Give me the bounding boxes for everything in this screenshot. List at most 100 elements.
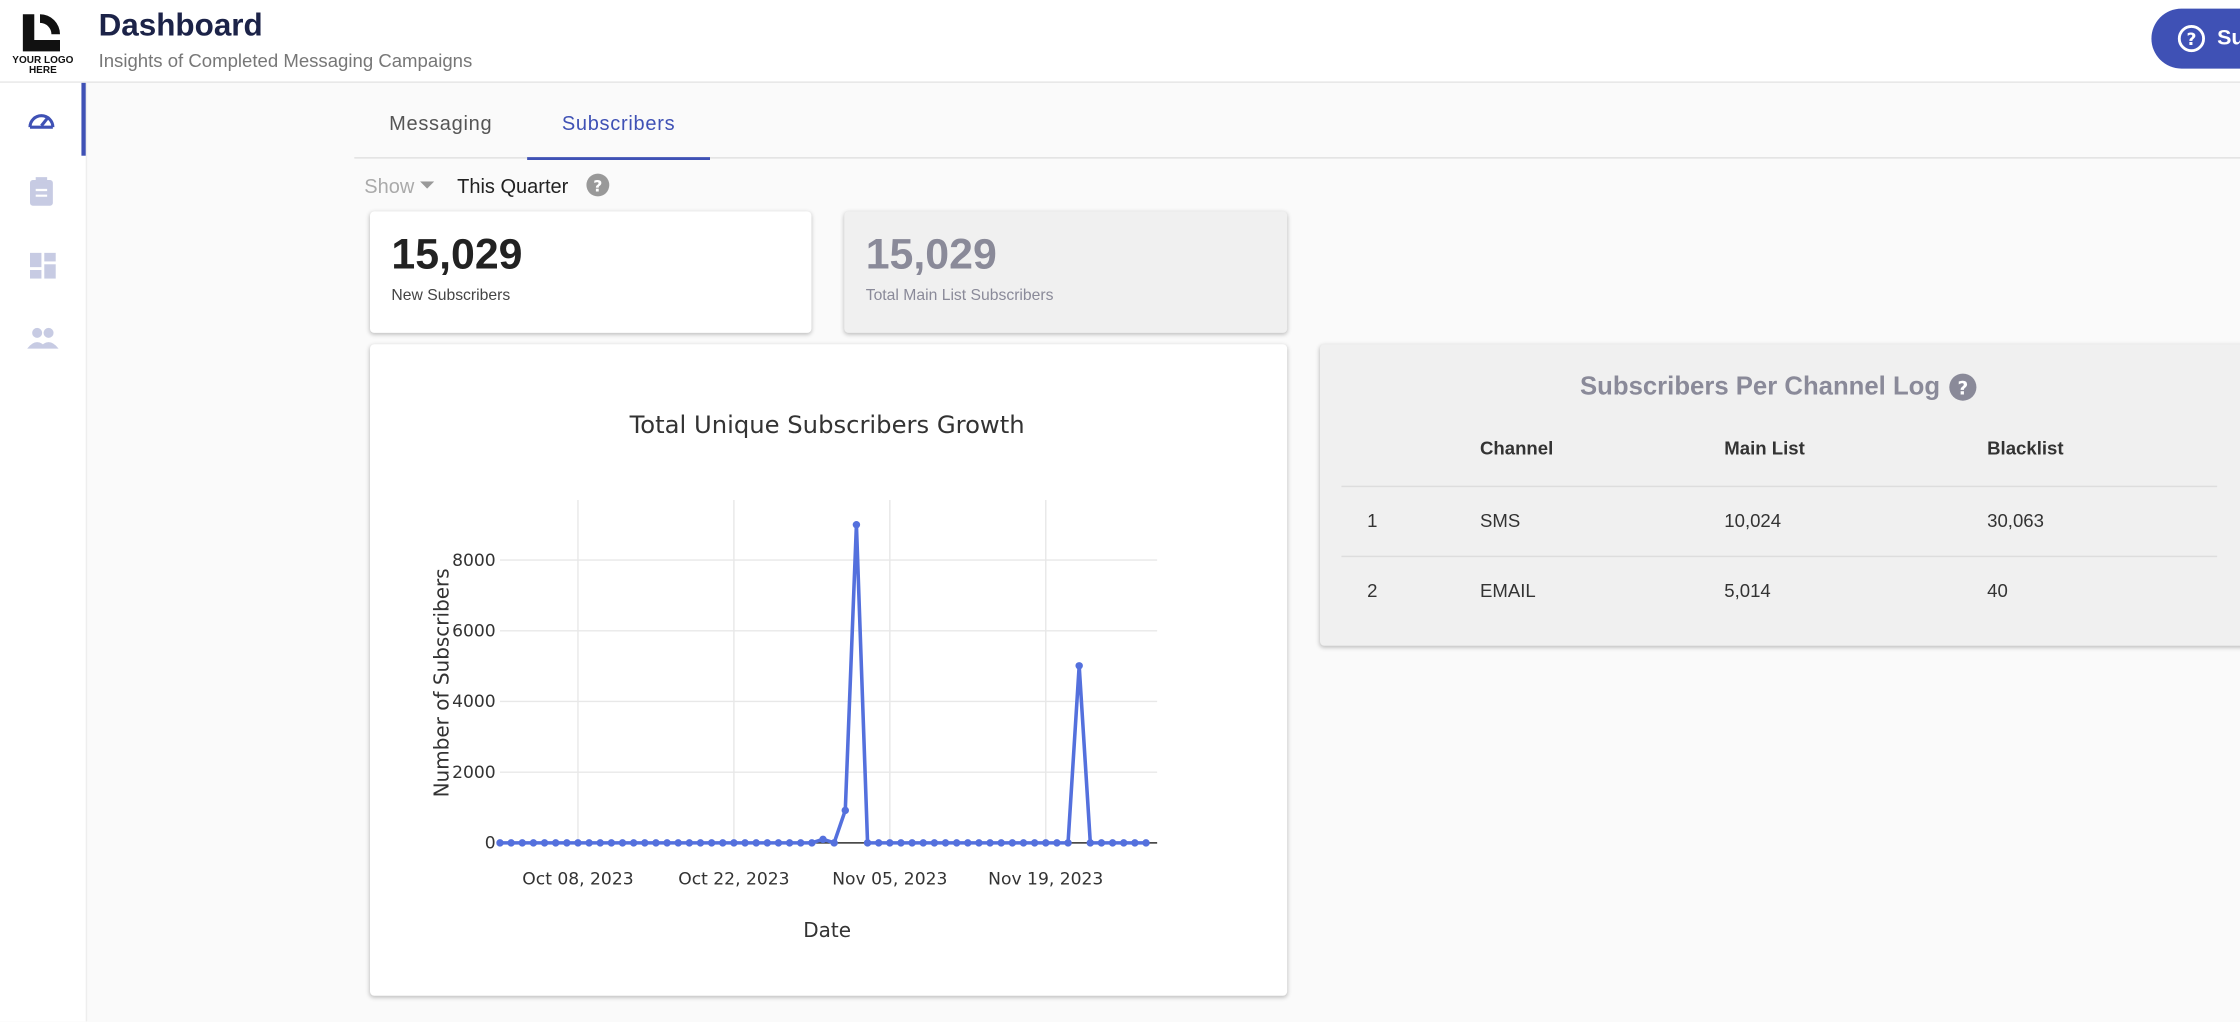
point <box>863 839 872 847</box>
nav-reports[interactable] <box>29 176 58 207</box>
filter-value[interactable]: This Quarter <box>457 174 569 198</box>
svg-text:?: ? <box>2186 30 2196 50</box>
stat-label: Total Main List Subscribers <box>865 287 1054 305</box>
point <box>707 839 716 847</box>
point <box>719 839 727 847</box>
point <box>808 839 816 847</box>
table-card: Subscribers Per Channel Log ? Channel Mai… <box>1319 344 2240 646</box>
point <box>774 839 783 847</box>
point <box>997 839 1005 847</box>
point <box>563 839 571 847</box>
y-tick-label: 4000 <box>452 692 496 712</box>
point <box>507 839 515 847</box>
stat-label: New Subscribers <box>391 287 511 305</box>
row-divider <box>1341 555 2218 558</box>
row-divider <box>1341 485 2218 488</box>
logo-text: YOUR LOGO HERE <box>12 55 74 76</box>
point <box>763 839 772 847</box>
point <box>797 839 805 847</box>
table-cell: 5,014 <box>1724 579 1771 602</box>
info-icon[interactable]: ? <box>1949 373 1978 402</box>
stat-value: 15,029 <box>865 231 997 279</box>
y-tick-label: 0 <box>485 834 496 854</box>
point <box>518 839 526 847</box>
x-tick-label: Nov 05, 2023 <box>832 869 947 889</box>
active-indicator <box>81 82 86 156</box>
stat-value: 15,029 <box>391 231 523 279</box>
filter-label[interactable]: Show <box>364 174 415 198</box>
point <box>752 839 760 847</box>
tab[interactable]: Messaging <box>389 111 493 135</box>
page-subtitle: Insights of Completed Messaging Campaign… <box>98 49 473 72</box>
x-tick-label: Oct 08, 2023 <box>522 869 633 889</box>
point <box>964 839 972 847</box>
column-header: Blacklist <box>1987 437 2064 459</box>
point <box>908 839 916 847</box>
page-title: Dashboard <box>98 7 263 43</box>
chart: Total Unique Subscribers Growth Date Num… <box>430 410 1158 942</box>
point <box>830 839 838 847</box>
point <box>930 839 939 847</box>
table-cell: 30,063 <box>1987 509 2044 532</box>
table-title: Subscribers Per Channel Log <box>1579 371 1941 400</box>
point <box>1042 839 1050 847</box>
point <box>1120 839 1128 847</box>
x-tick-label: Nov 19, 2023 <box>988 869 1103 889</box>
point <box>1075 662 1083 670</box>
point <box>596 839 604 847</box>
point <box>551 839 560 847</box>
y-tick-label: 2000 <box>452 763 496 783</box>
table-cell: 2 <box>1367 579 1378 602</box>
x-tick-label: Oct 22, 2023 <box>678 869 789 889</box>
sidebar <box>0 82 88 1022</box>
point <box>986 839 994 847</box>
top-bar: YOUR LOGO HERE Dashboard Insights of Com… <box>0 0 2240 83</box>
point <box>886 839 894 847</box>
point <box>696 839 705 847</box>
dropdown-arrow <box>419 181 435 189</box>
svg-text:?: ? <box>593 176 602 195</box>
point <box>941 839 950 847</box>
chart-card: Total Unique Subscribers Growth Date Num… <box>369 344 1288 996</box>
point <box>618 839 627 847</box>
tab-divider <box>354 157 2240 159</box>
point <box>1086 839 1095 847</box>
point <box>641 839 649 847</box>
point <box>819 835 827 844</box>
column-header: Channel <box>1479 437 1554 459</box>
point <box>897 839 905 847</box>
point <box>1064 839 1072 847</box>
point <box>1097 839 1106 847</box>
point <box>919 839 927 847</box>
help-button[interactable]: ? Su <box>2151 8 2240 69</box>
table-cell: 10,024 <box>1724 509 1782 532</box>
info-icon[interactable]: ? <box>586 173 610 197</box>
table-cell: SMS <box>1479 509 1521 532</box>
nav-users[interactable] <box>27 326 59 352</box>
x-axis-label: Date <box>803 918 851 942</box>
point <box>1131 839 1139 847</box>
point <box>785 839 794 847</box>
nav-dashboard[interactable] <box>26 106 57 137</box>
point <box>841 806 849 815</box>
point <box>652 839 660 847</box>
logo <box>22 14 60 52</box>
point <box>585 839 593 847</box>
point <box>952 839 961 847</box>
point <box>730 839 738 847</box>
point <box>685 839 694 847</box>
point <box>1142 839 1150 847</box>
point <box>540 839 549 847</box>
svg-text:?: ? <box>1957 378 1968 399</box>
help-icon: ? <box>2177 24 2205 53</box>
stat-card: 15,029 New Subscribers <box>369 211 812 333</box>
stat-card: 15,029 Total Main List Subscribers <box>844 211 1288 333</box>
y-tick-label: 6000 <box>452 621 496 641</box>
point <box>874 839 883 847</box>
tab-active[interactable]: Subscribers <box>527 111 710 160</box>
column-header: Main List <box>1724 437 1805 459</box>
nav-widgets[interactable] <box>29 251 58 280</box>
y-axis-label: Number of Subscribers <box>430 568 454 797</box>
